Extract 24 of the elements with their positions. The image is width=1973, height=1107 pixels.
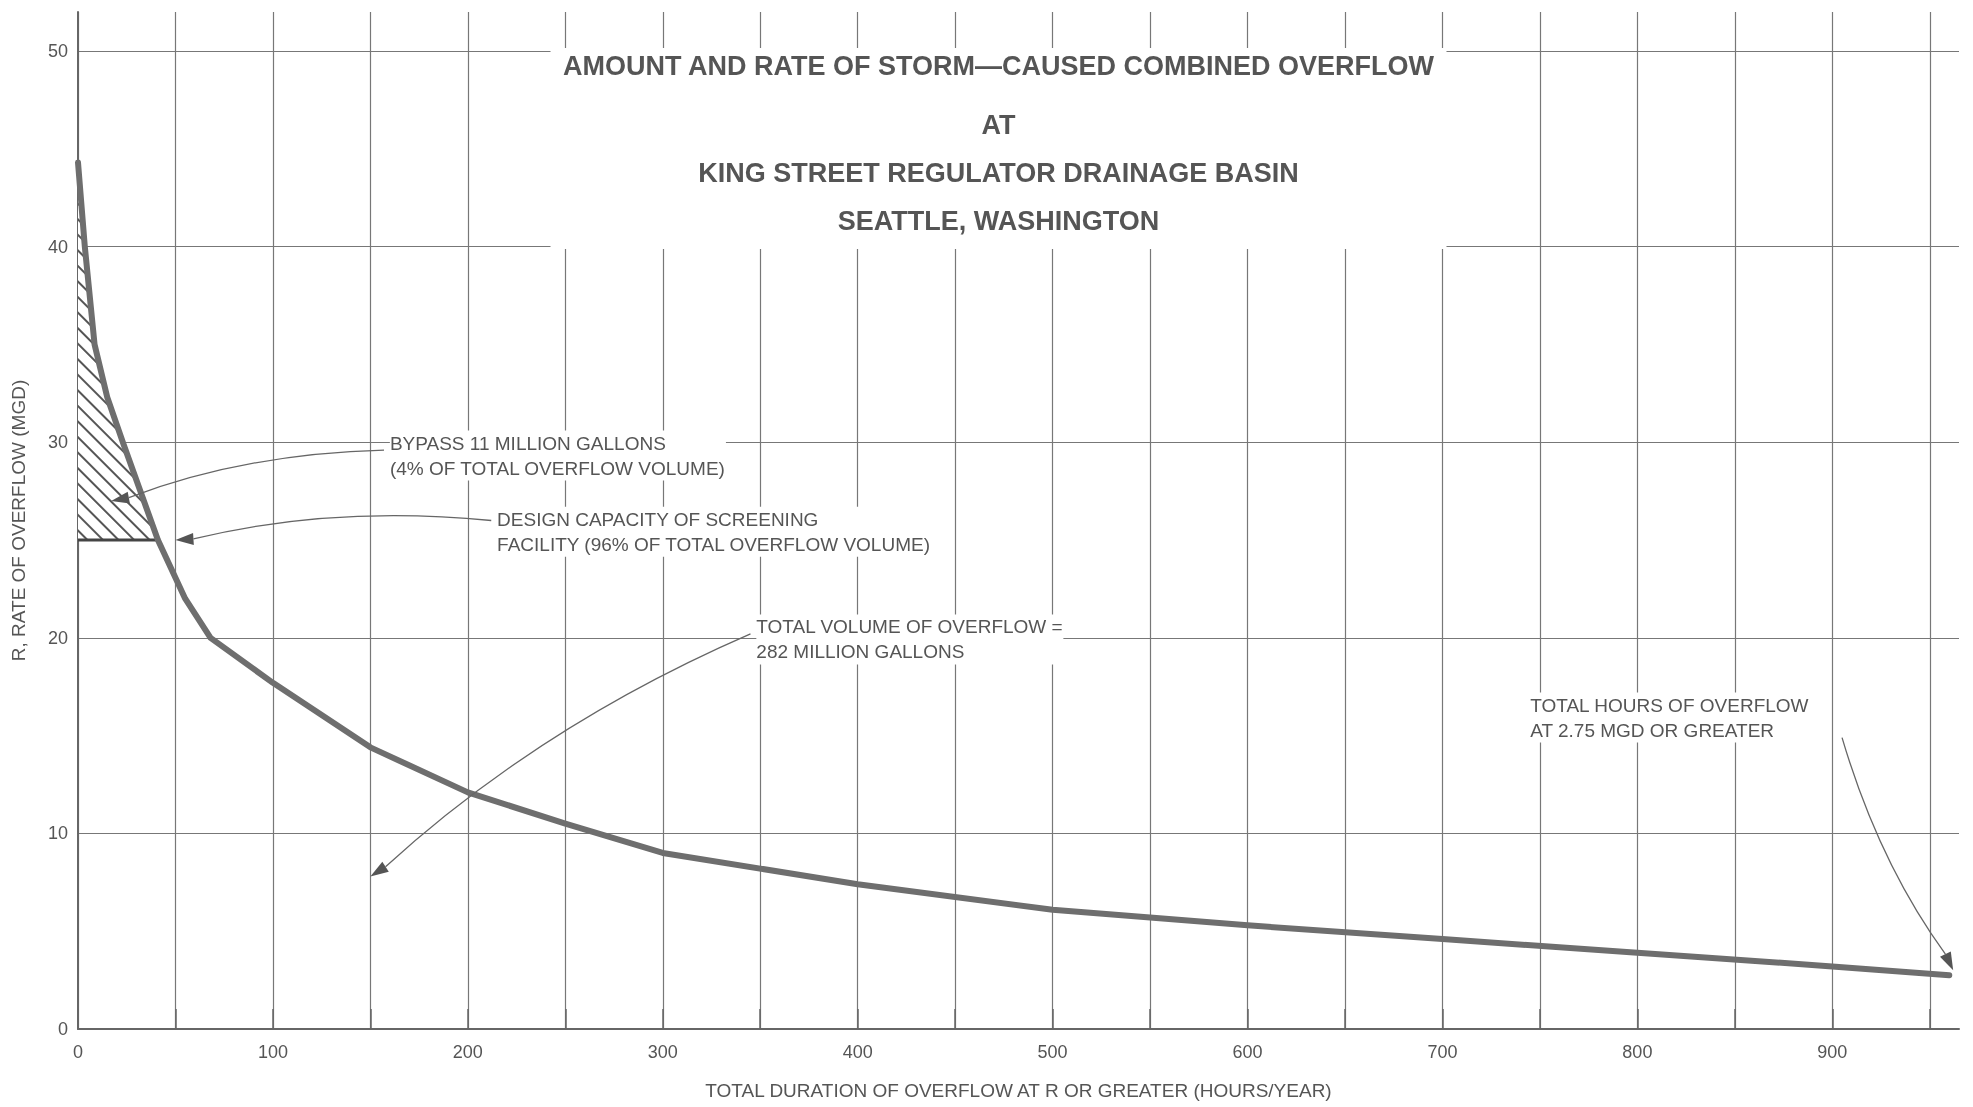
x-tick-label: 900 <box>1817 1042 1848 1062</box>
annotation: TOTAL VOLUME OF OVERFLOW = 282 MILLION GALLONS <box>756 616 1063 663</box>
x-axis-title: TOTAL DURATION OF OVERFLOW AT R OR GREATER (HOURS/YEAR) <box>705 1080 1332 1101</box>
x-tick-label: 300 <box>647 1042 678 1062</box>
x-tick-label: 0 <box>72 1042 84 1062</box>
annotation: TOTAL HOURS OF OVERFLOW AT 2.75 MGD OR GREATER <box>1530 694 1809 741</box>
x-tick-label: 200 <box>452 1042 483 1062</box>
y-tick-label: 0 <box>57 1019 68 1039</box>
x-tick-label: 700 <box>1427 1042 1458 1062</box>
y-axis-title: R, RATE OF OVERFLOW (MGD) <box>8 379 29 662</box>
y-tick-label: 30 <box>47 432 68 453</box>
y-tick-label: 40 <box>47 236 68 257</box>
x-tick-label: 600 <box>1232 1042 1263 1062</box>
y-tick-label: 20 <box>47 627 68 648</box>
x-tick-label: 100 <box>257 1042 288 1062</box>
annotation: BYPASS 11 MILLION GALLONS (4% OF TOTAL OVERFLOW VOLUME) <box>389 432 725 479</box>
y-tick-label: 10 <box>47 823 68 844</box>
annotation: DESIGN CAPACITY OF SCREENING FACILITY (96% OF TOTAL OVERFLOW VOLUME) <box>497 508 930 555</box>
x-tick-label: 500 <box>1037 1042 1068 1062</box>
text: AMOUNT AND RATE OF STORM—CAUSED COMBINED OVERFLOW <box>563 50 1435 81</box>
text: AT KING STREET REGULATOR DRAINAGE BASIN SEATTLE, WASHINGTON <box>698 110 1299 236</box>
x-tick-label: 800 <box>1622 1042 1653 1062</box>
x-tick-label: 400 <box>842 1042 873 1062</box>
y-tick-label: 50 <box>47 41 68 62</box>
